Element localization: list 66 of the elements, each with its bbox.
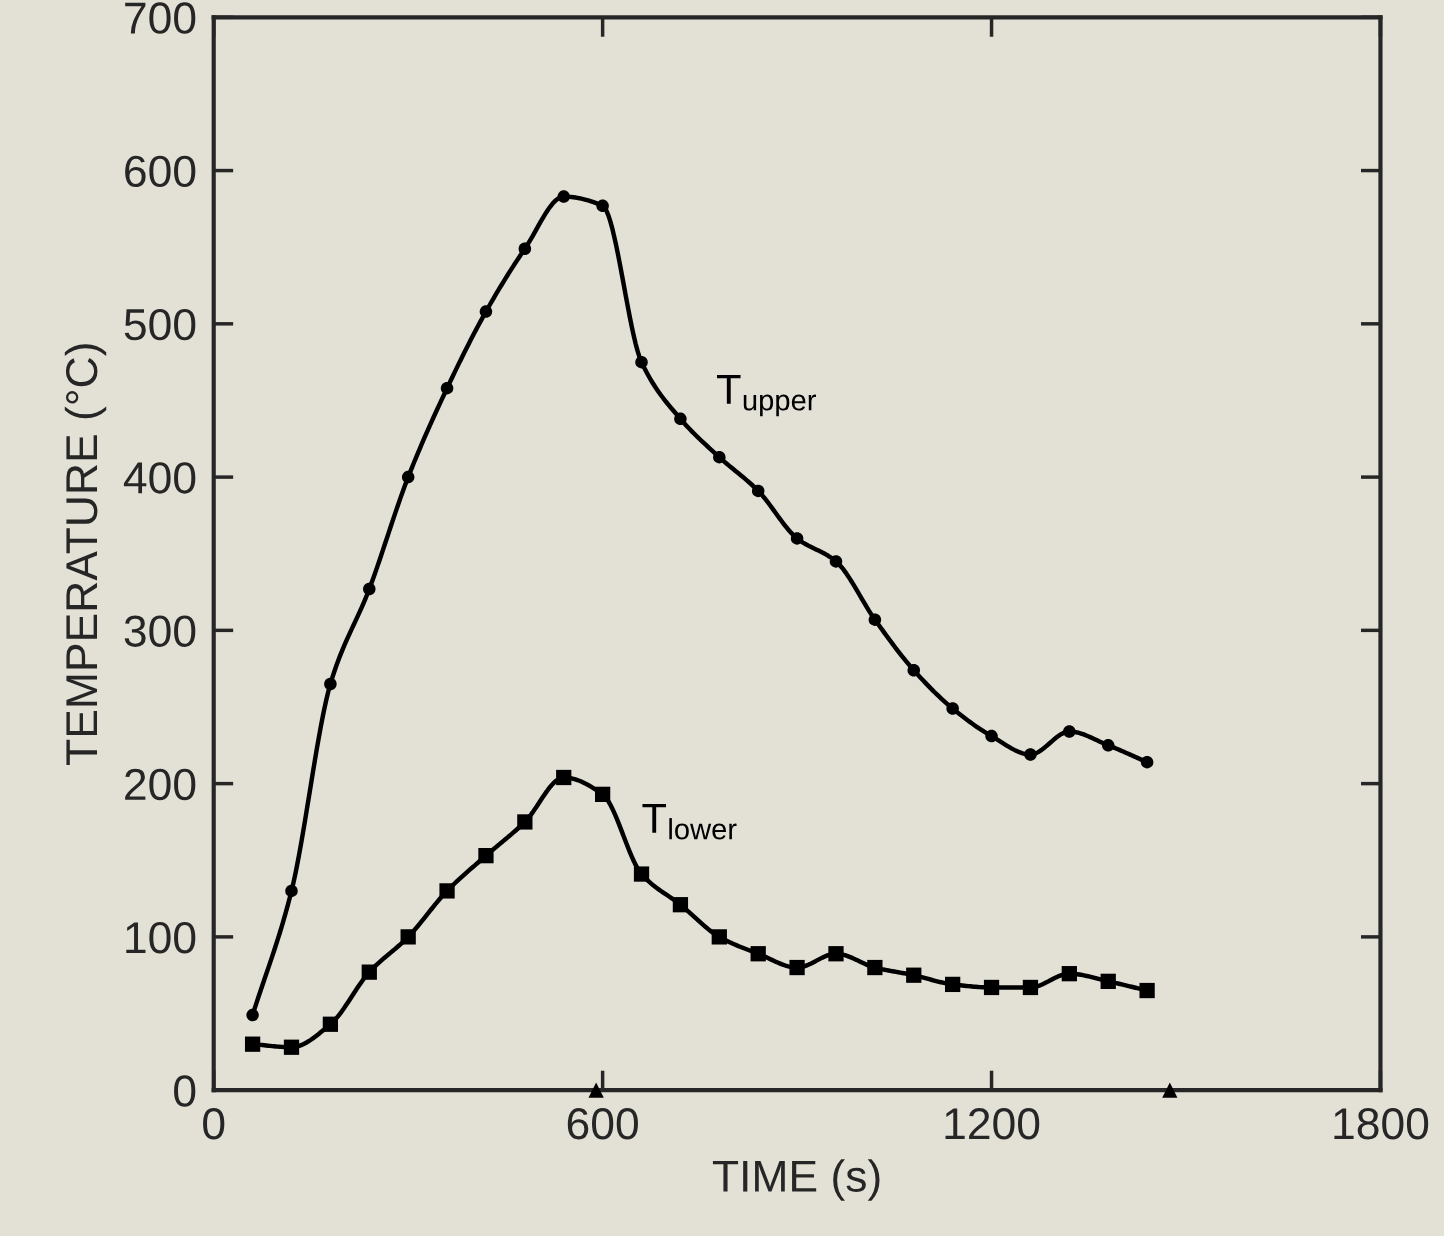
point: [633, 866, 650, 882]
point: [246, 1008, 259, 1022]
point: [478, 848, 494, 864]
x-tick-label: 1200: [945, 1107, 1040, 1140]
point: [1162, 1082, 1178, 1098]
point: [983, 979, 1000, 996]
point: [1139, 982, 1155, 999]
series-label: T$_{lower}$: [642, 803, 737, 840]
point: [557, 190, 570, 203]
point: [517, 814, 533, 830]
series-label: T$_{upper}$: [717, 375, 817, 417]
point: [789, 959, 805, 976]
point: [285, 884, 298, 898]
point: [361, 964, 377, 980]
point: [1061, 966, 1077, 982]
y-tick-label: 600: [125, 155, 196, 188]
point: [750, 946, 766, 962]
point: [400, 929, 416, 945]
y-tick-label: 0: [174, 1075, 196, 1107]
point: [906, 967, 922, 983]
y-tick-label: 200: [125, 768, 196, 801]
point: [1140, 755, 1154, 769]
point: [829, 555, 843, 568]
point: [867, 959, 883, 976]
x-axis-title: TIME (s): [712, 1159, 880, 1201]
point: [946, 702, 959, 715]
point: [985, 729, 998, 743]
point: [401, 470, 415, 484]
point: [322, 1016, 339, 1032]
point: [588, 1082, 604, 1098]
point: [440, 381, 454, 395]
point: [1101, 739, 1115, 752]
point: [283, 1039, 300, 1055]
x-tick-label: 1800: [1334, 1107, 1429, 1140]
y-tick-label: 100: [126, 921, 196, 954]
point: [711, 929, 727, 945]
point: [868, 613, 882, 626]
point: [790, 532, 804, 545]
point: [672, 897, 689, 913]
point: [439, 883, 455, 899]
y-axis-title: TEMPERATURE (°C): [64, 344, 107, 765]
point: [828, 946, 844, 962]
point: [556, 769, 572, 786]
point: [479, 305, 493, 318]
point: [244, 1036, 261, 1052]
y-tick-label: 500: [124, 308, 196, 341]
point: [674, 412, 687, 426]
point: [518, 242, 532, 255]
point: [594, 786, 611, 802]
point: [596, 199, 609, 213]
point: [907, 663, 921, 677]
point: [945, 976, 961, 993]
x-tick-label: 0: [203, 1107, 225, 1140]
x-tick-label: 600: [567, 1107, 638, 1140]
point: [1063, 725, 1076, 738]
y-tick-label: 300: [124, 615, 196, 647]
point: [1100, 973, 1116, 989]
point: [713, 450, 726, 464]
point: [1024, 748, 1037, 761]
y-tick-label: 700: [125, 2, 196, 34]
point: [751, 484, 765, 498]
y-tick-label: 400: [123, 462, 196, 494]
point: [635, 355, 648, 369]
point: [363, 582, 376, 596]
point: [1022, 979, 1039, 996]
point: [324, 677, 337, 691]
